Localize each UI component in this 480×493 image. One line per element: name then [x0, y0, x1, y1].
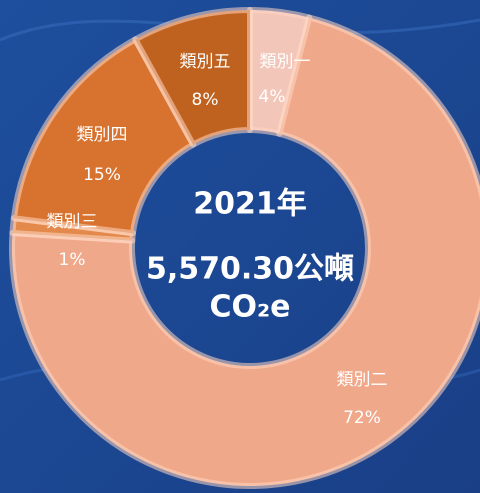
slice-percent: 8%	[192, 90, 219, 110]
slice-name: 類別四	[77, 125, 128, 145]
slice-percent: 15%	[83, 165, 121, 185]
slice-name: 類別五	[180, 52, 231, 72]
center-unit: CO₂e	[209, 290, 290, 325]
center-total: 5,570.30公噸	[146, 252, 354, 287]
slice-name: 類別三	[47, 212, 98, 232]
slice-name: 類別二	[337, 370, 388, 390]
donut-slice	[10, 36, 197, 237]
donut-slice	[132, 7, 253, 148]
slice-name: 類別一	[260, 52, 311, 72]
donut-slice	[9, 14, 480, 489]
slice-percent: 72%	[343, 408, 381, 428]
slice-percent: 1%	[59, 250, 86, 270]
center-year: 2021年	[193, 187, 307, 222]
slice-percent: 4%	[259, 87, 286, 107]
